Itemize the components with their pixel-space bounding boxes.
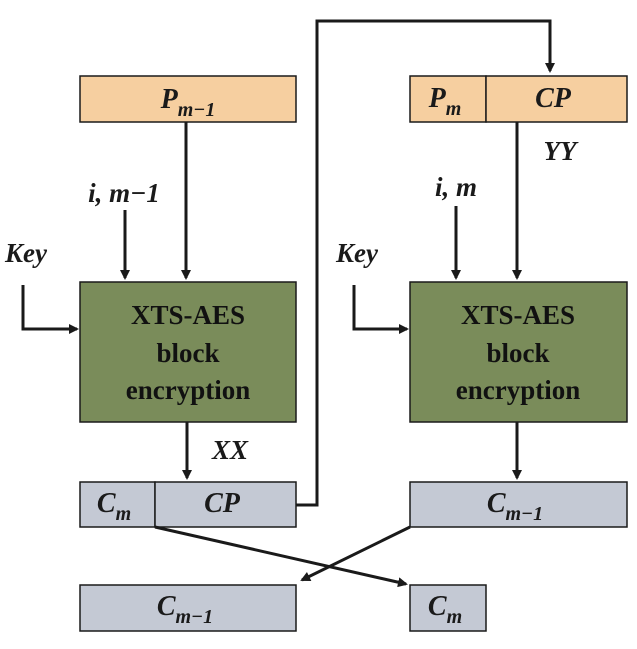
- swap-arrow-cm: [154, 525, 408, 588]
- right-input-label: YY: [544, 136, 579, 166]
- final-block-cm-1: [79, 584, 297, 632]
- left-input-label: Pm−1: [160, 84, 216, 121]
- right-input-pm-label: Pm: [428, 83, 462, 120]
- left-output-block-cm: [79, 481, 156, 528]
- left-output-label: XX: [211, 435, 249, 465]
- right-output-label: Cm−1: [487, 488, 543, 525]
- left-input-block: [79, 75, 297, 123]
- left-output-cm-label: Cm: [97, 488, 131, 525]
- cp-transfer-arrow: [296, 19, 555, 507]
- right-input-cp-label: CP: [535, 83, 572, 114]
- left-encryption-line3: encryption: [126, 375, 251, 405]
- right-encryption-line1: XTS-AES: [461, 300, 575, 330]
- left-encryption-line1: XTS-AES: [131, 300, 245, 330]
- left-key-label: Key: [4, 238, 48, 268]
- right-input-block-cp: [485, 75, 628, 123]
- final-cm-1-label: Cm−1: [157, 591, 213, 628]
- right-encryption-line2: block: [486, 338, 549, 368]
- right-output-block: [409, 481, 628, 528]
- left-output-cp-label: CP: [204, 488, 241, 519]
- left-encryption-line2: block: [156, 338, 219, 368]
- right-tweak-label: i, m: [435, 172, 477, 202]
- right-encryption-block: [409, 281, 628, 423]
- right-input-block-pm: [409, 75, 487, 123]
- right-key-arrow: [352, 285, 409, 334]
- swap-arrow-cm-1: [300, 525, 411, 582]
- right-key-label: Key: [335, 238, 379, 268]
- left-key-arrow: [21, 285, 79, 334]
- final-cm-label: Cm: [428, 591, 462, 628]
- left-tweak-label: i, m−1: [88, 178, 160, 208]
- right-encryption-line3: encryption: [456, 375, 581, 405]
- final-block-cm: [409, 584, 487, 632]
